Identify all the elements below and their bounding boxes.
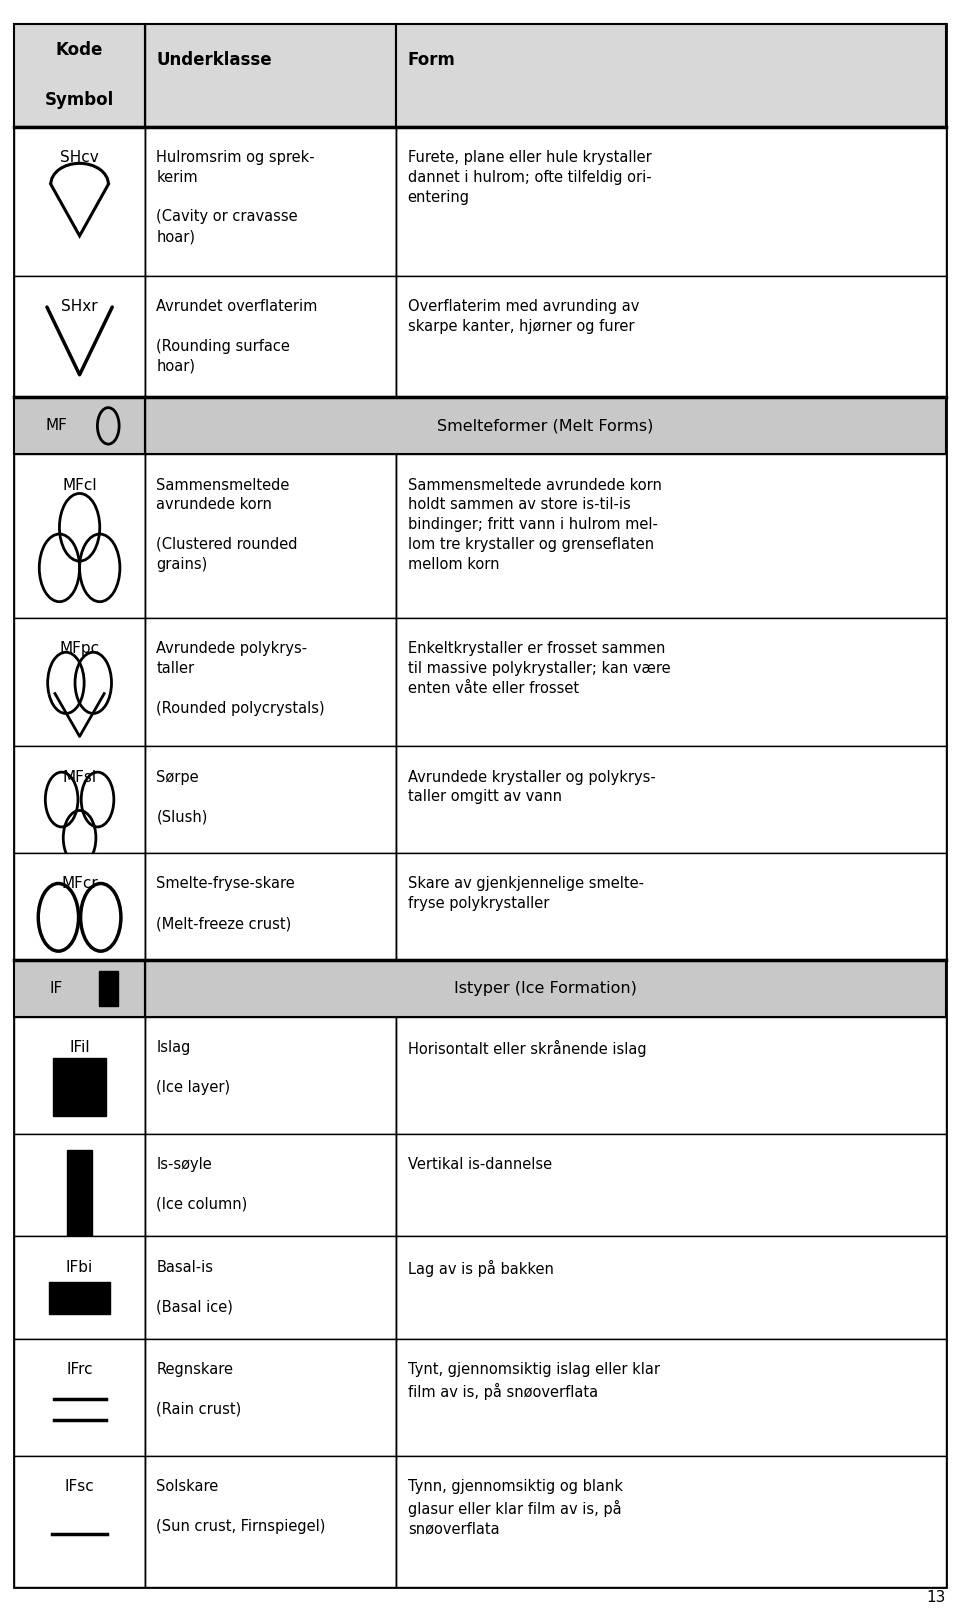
Text: MFcl: MFcl <box>62 477 97 493</box>
FancyBboxPatch shape <box>14 1236 145 1339</box>
FancyBboxPatch shape <box>396 1134 946 1236</box>
Text: Islag

(Ice layer): Islag (Ice layer) <box>156 1041 230 1095</box>
Text: Form: Form <box>408 52 456 69</box>
FancyBboxPatch shape <box>49 1282 110 1315</box>
FancyBboxPatch shape <box>14 746 145 854</box>
Text: Furete, plane eller hule krystaller
dannet i hulrom; ofte tilfeldig ori-
enterin: Furete, plane eller hule krystaller dann… <box>408 150 652 205</box>
FancyBboxPatch shape <box>145 1134 396 1236</box>
Text: Overflaterim med avrunding av
skarpe kanter, hjørner og furer: Overflaterim med avrunding av skarpe kan… <box>408 300 639 335</box>
FancyBboxPatch shape <box>396 746 946 854</box>
FancyBboxPatch shape <box>396 1456 946 1587</box>
FancyBboxPatch shape <box>145 619 396 746</box>
FancyBboxPatch shape <box>14 854 145 960</box>
FancyBboxPatch shape <box>145 746 396 854</box>
FancyBboxPatch shape <box>14 127 145 277</box>
FancyBboxPatch shape <box>396 24 946 127</box>
FancyBboxPatch shape <box>145 854 396 960</box>
FancyBboxPatch shape <box>145 398 946 454</box>
Text: Avrundede krystaller og polykrys-
taller omgitt av vann: Avrundede krystaller og polykrys- taller… <box>408 770 656 804</box>
FancyBboxPatch shape <box>145 1017 396 1134</box>
FancyBboxPatch shape <box>145 1456 396 1587</box>
Text: Smelte-fryse-skare

(Melt-freeze crust): Smelte-fryse-skare (Melt-freeze crust) <box>156 876 295 931</box>
FancyBboxPatch shape <box>14 24 946 1587</box>
Text: IFil: IFil <box>69 1041 90 1055</box>
Text: Kode

Symbol: Kode Symbol <box>45 42 114 110</box>
FancyBboxPatch shape <box>396 454 946 619</box>
Text: Lag av is på bakken: Lag av is på bakken <box>408 1260 554 1276</box>
Text: Hulromsrim og sprek-
kerim

(Cavity or cravasse
hoar): Hulromsrim og sprek- kerim (Cavity or cr… <box>156 150 315 245</box>
FancyBboxPatch shape <box>396 1339 946 1456</box>
FancyBboxPatch shape <box>145 277 396 398</box>
FancyBboxPatch shape <box>396 277 946 398</box>
Text: Vertikal is-dannelse: Vertikal is-dannelse <box>408 1157 552 1173</box>
Text: Smelteformer (Melt Forms): Smelteformer (Melt Forms) <box>437 419 654 433</box>
Text: Istyper (Ice Formation): Istyper (Ice Formation) <box>454 981 636 996</box>
FancyBboxPatch shape <box>99 971 118 1007</box>
Text: IFic: IFic <box>67 1157 92 1173</box>
FancyBboxPatch shape <box>145 1339 396 1456</box>
FancyBboxPatch shape <box>14 454 145 619</box>
FancyBboxPatch shape <box>14 960 145 1017</box>
FancyBboxPatch shape <box>14 24 145 127</box>
Text: Tynn, gjennomsiktig og blank
glasur eller klar film av is, på
snøoverflata: Tynn, gjennomsiktig og blank glasur elle… <box>408 1479 623 1537</box>
FancyBboxPatch shape <box>145 454 396 619</box>
FancyBboxPatch shape <box>67 1150 92 1240</box>
Text: Underklasse: Underklasse <box>156 52 272 69</box>
Text: Avrundet overflaterim

(Rounding surface
hoar): Avrundet overflaterim (Rounding surface … <box>156 300 318 374</box>
Text: Sammensmeltede avrundede korn
holdt sammen av store is-til-is
bindinger; fritt v: Sammensmeltede avrundede korn holdt samm… <box>408 477 661 572</box>
Text: MFsl: MFsl <box>62 770 97 785</box>
Text: IF: IF <box>50 981 62 996</box>
FancyBboxPatch shape <box>145 960 946 1017</box>
Text: SHxr: SHxr <box>61 300 98 314</box>
FancyBboxPatch shape <box>396 619 946 746</box>
FancyBboxPatch shape <box>396 127 946 277</box>
Text: IFbi: IFbi <box>66 1260 93 1274</box>
Text: Skare av gjenkjennelige smelte-
fryse polykrystaller: Skare av gjenkjennelige smelte- fryse po… <box>408 876 644 912</box>
Text: 13: 13 <box>926 1590 946 1605</box>
Text: IFsc: IFsc <box>64 1479 94 1493</box>
FancyBboxPatch shape <box>14 1456 145 1587</box>
Text: MFcr: MFcr <box>61 876 98 891</box>
Text: Tynt, gjennomsiktig islag eller klar
film av is, på snøoverflata: Tynt, gjennomsiktig islag eller klar fil… <box>408 1363 660 1400</box>
Text: MF: MF <box>45 419 67 433</box>
Text: Basal-is

(Basal ice): Basal-is (Basal ice) <box>156 1260 233 1315</box>
FancyBboxPatch shape <box>396 854 946 960</box>
FancyBboxPatch shape <box>14 277 145 398</box>
Text: SHcv: SHcv <box>60 150 99 164</box>
Text: Solskare

(Sun crust, Firnspiegel): Solskare (Sun crust, Firnspiegel) <box>156 1479 325 1534</box>
FancyBboxPatch shape <box>145 127 396 277</box>
FancyBboxPatch shape <box>14 398 145 454</box>
Text: Avrundede polykrys-
taller

(Rounded polycrystals): Avrundede polykrys- taller (Rounded poly… <box>156 641 324 715</box>
Text: Sørpe

(Slush): Sørpe (Slush) <box>156 770 207 825</box>
Text: Regnskare

(Rain crust): Regnskare (Rain crust) <box>156 1363 242 1416</box>
Text: IFrc: IFrc <box>66 1363 93 1377</box>
FancyBboxPatch shape <box>14 1339 145 1456</box>
Text: Is-søyle

(Ice column): Is-søyle (Ice column) <box>156 1157 248 1211</box>
Text: Enkeltkrystaller er frosset sammen
til massive polykrystaller; kan være
enten vå: Enkeltkrystaller er frosset sammen til m… <box>408 641 670 696</box>
FancyBboxPatch shape <box>145 24 396 127</box>
FancyBboxPatch shape <box>53 1058 107 1116</box>
Text: Horisontalt eller skrånende islag: Horisontalt eller skrånende islag <box>408 1041 646 1057</box>
FancyBboxPatch shape <box>145 1236 396 1339</box>
FancyBboxPatch shape <box>396 1017 946 1134</box>
Text: Sammensmeltede
avrundede korn

(Clustered rounded
grains): Sammensmeltede avrundede korn (Clustered… <box>156 477 298 572</box>
FancyBboxPatch shape <box>396 1236 946 1339</box>
FancyBboxPatch shape <box>14 1017 145 1134</box>
FancyBboxPatch shape <box>14 1134 145 1236</box>
FancyBboxPatch shape <box>14 619 145 746</box>
Text: MFpc: MFpc <box>60 641 100 656</box>
